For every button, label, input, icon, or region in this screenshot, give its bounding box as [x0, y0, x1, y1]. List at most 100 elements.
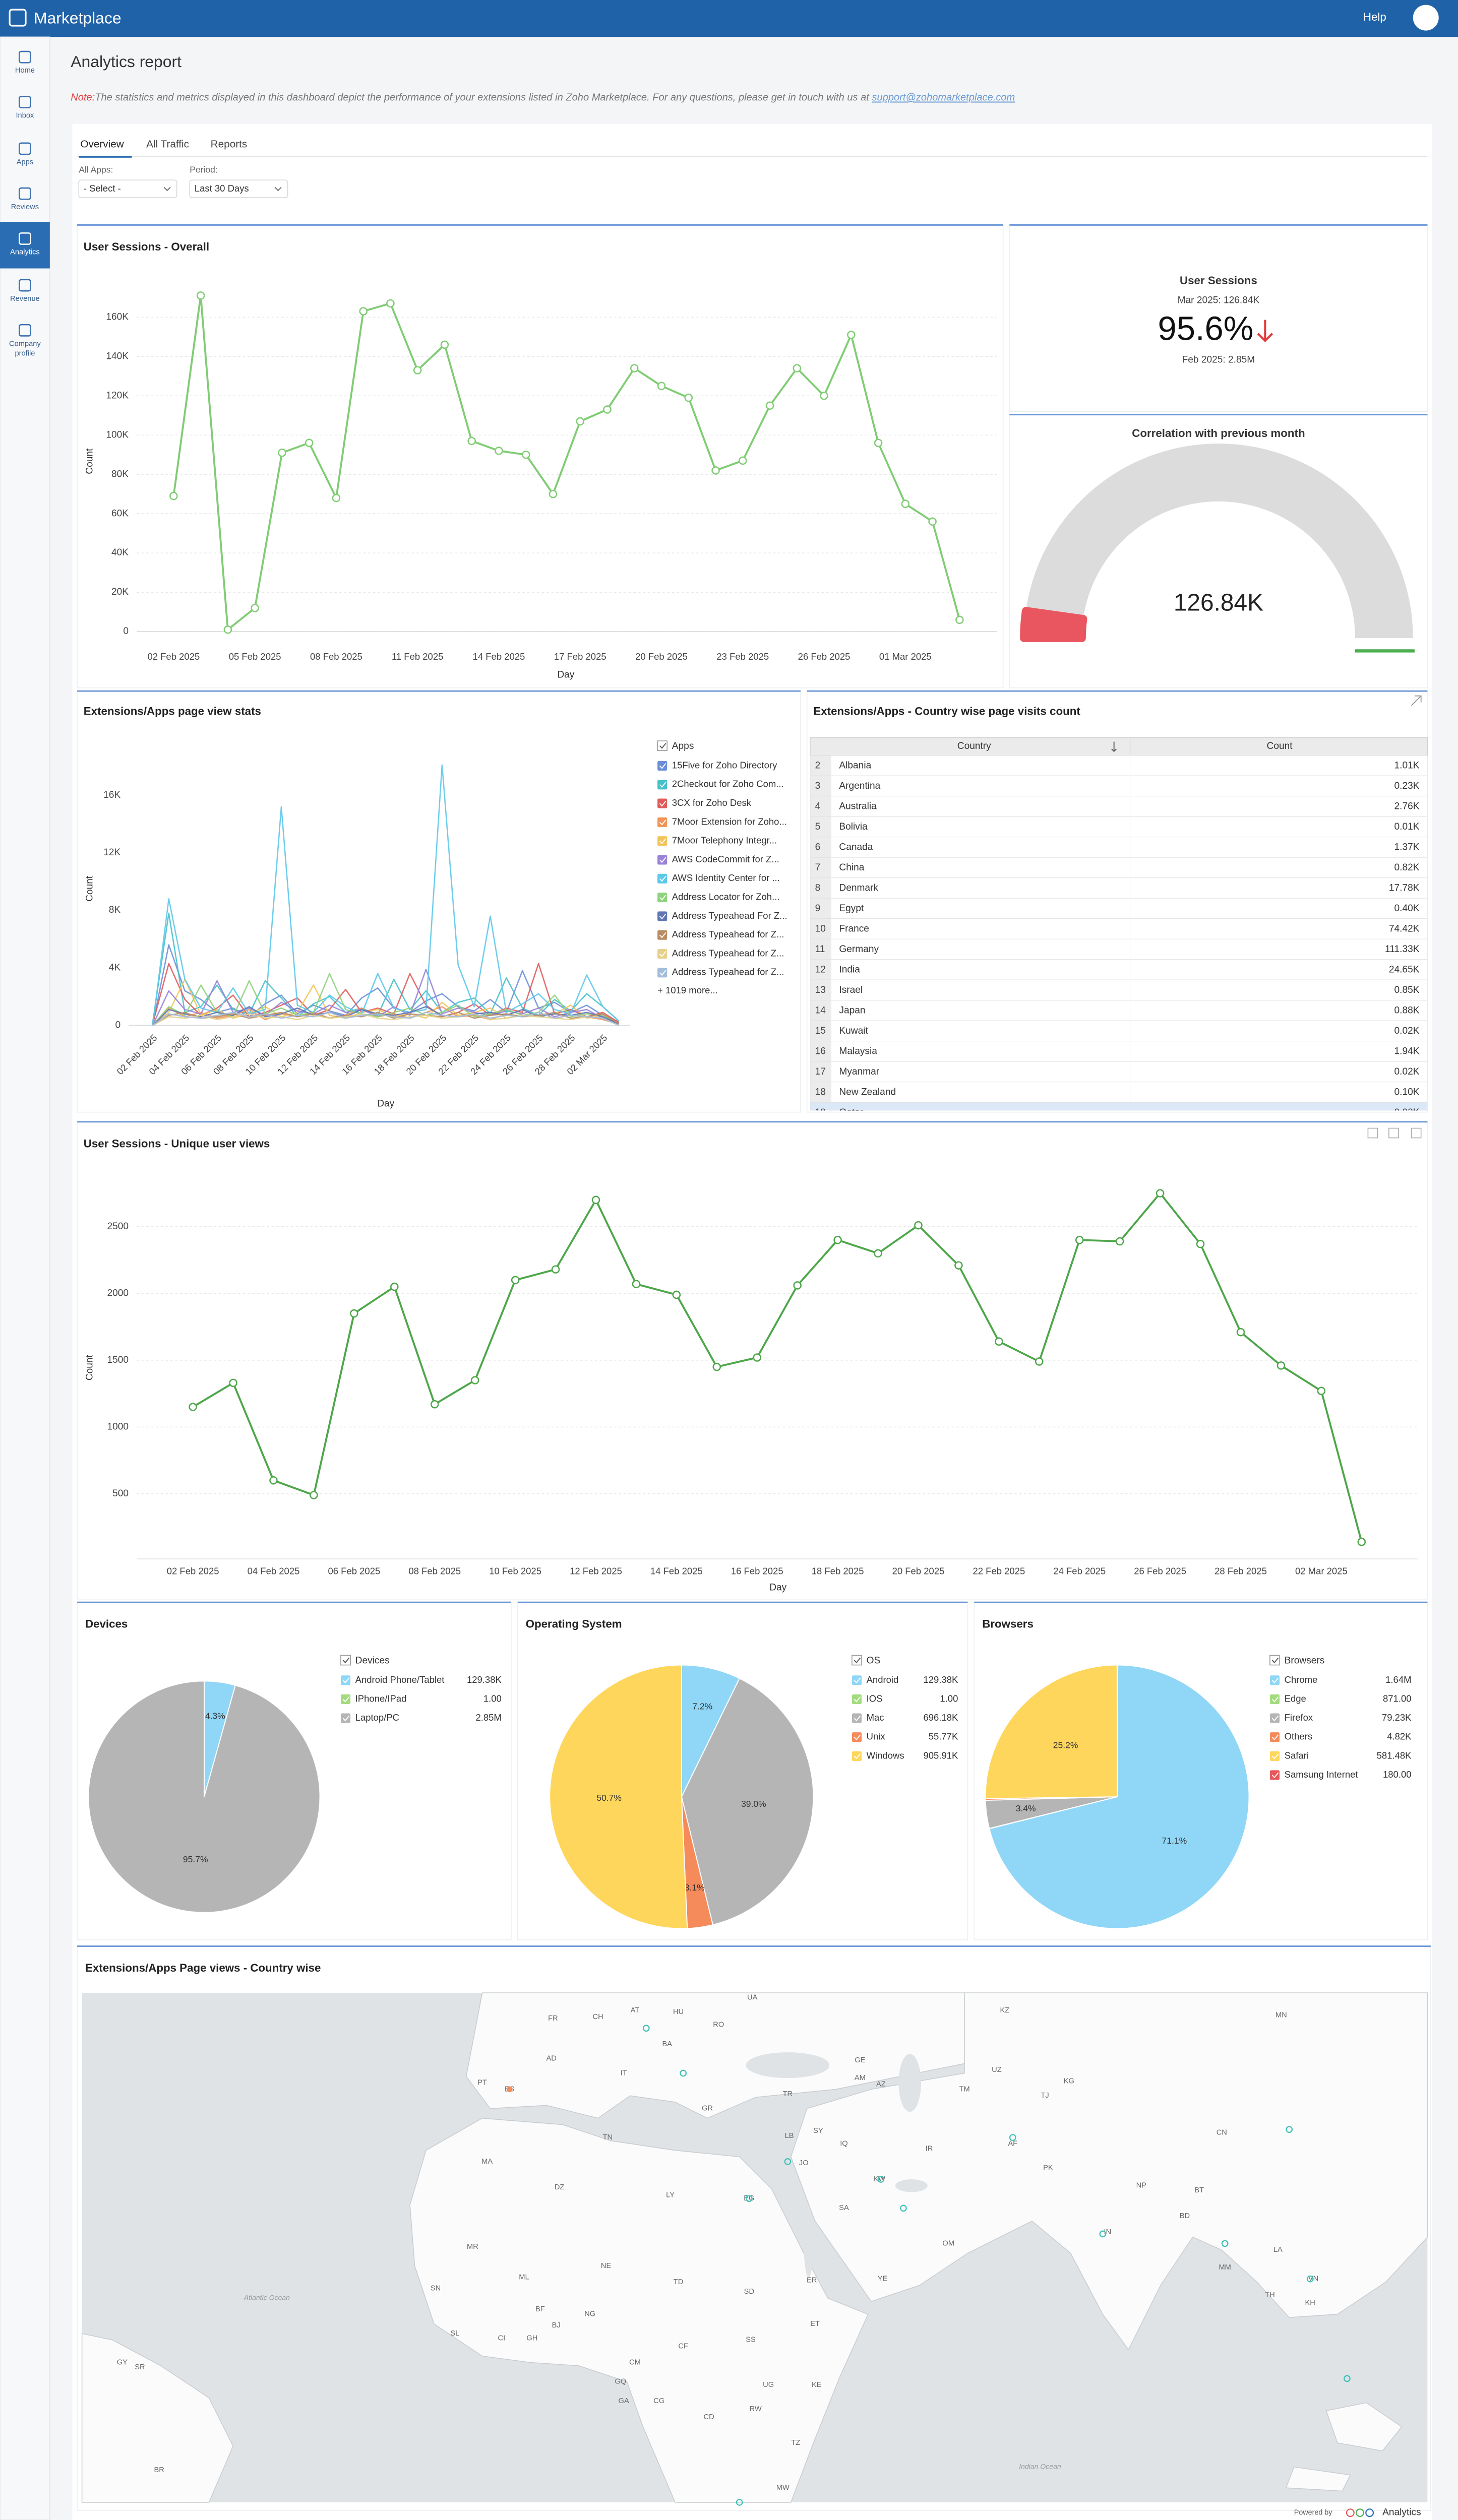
- map-marker[interactable]: [784, 2158, 792, 2165]
- legend-swatch[interactable]: [657, 855, 667, 865]
- nav-icon[interactable]: [18, 142, 31, 155]
- legend-label[interactable]: Safari: [1285, 1750, 1309, 1760]
- legend-label[interactable]: 15Five for Zoho Directory: [672, 760, 777, 770]
- legend-label[interactable]: IPhone/IPad: [355, 1693, 407, 1704]
- check: [659, 932, 666, 938]
- legend-label[interactable]: 7Moor Telephony Integr...: [672, 835, 777, 846]
- legend-swatch[interactable]: [1269, 1770, 1280, 1780]
- legend-label[interactable]: Android Phone/Tablet: [355, 1674, 445, 1685]
- column-header[interactable]: Country: [957, 741, 991, 751]
- legend-swatch[interactable]: [852, 1732, 862, 1742]
- map-marker[interactable]: [1286, 2126, 1293, 2133]
- legend-label[interactable]: Mac: [867, 1712, 884, 1723]
- map-marker[interactable]: [746, 2195, 753, 2202]
- legend-swatch[interactable]: [1269, 1713, 1280, 1723]
- nav-icon[interactable]: [18, 50, 31, 64]
- y-axis-title: Count: [85, 875, 95, 902]
- legend-swatch[interactable]: [340, 1694, 351, 1705]
- legend-swatch[interactable]: [1269, 1732, 1280, 1742]
- map-marker[interactable]: [877, 2176, 885, 2183]
- nav-label[interactable]: Revenue: [10, 295, 40, 303]
- nav-label[interactable]: Analytics: [10, 248, 40, 257]
- legend-swatch[interactable]: [1269, 1694, 1280, 1705]
- legend-label[interactable]: Others: [1285, 1731, 1312, 1742]
- map-marker[interactable]: [1099, 2230, 1107, 2238]
- nav-icon[interactable]: [18, 279, 31, 292]
- legend-swatch[interactable]: [657, 930, 667, 940]
- tab[interactable]: All Traffic: [146, 138, 189, 150]
- check: [659, 895, 666, 901]
- nav-icon[interactable]: [18, 96, 31, 108]
- map-marker[interactable]: [900, 2204, 907, 2212]
- y-tick-label: 20K: [111, 587, 129, 597]
- legend-label[interactable]: Windows: [867, 1750, 904, 1760]
- legend-swatch[interactable]: [657, 780, 667, 790]
- toolbar-icon[interactable]: [1367, 1127, 1378, 1139]
- legend-label[interactable]: Laptop/PC: [355, 1712, 399, 1723]
- legend-label[interactable]: Address Typeahead for Z...: [672, 929, 784, 939]
- legend-swatch[interactable]: [657, 798, 667, 808]
- legend-swatch[interactable]: [852, 1694, 862, 1705]
- map-marker[interactable]: [736, 2499, 743, 2506]
- legend-label[interactable]: 7Moor Extension for Zoho...: [672, 816, 787, 827]
- legend-swatch[interactable]: [657, 817, 667, 827]
- legend-label[interactable]: Address Typeahead for Z...: [672, 948, 784, 958]
- legend-label[interactable]: Address Locator for Zoh...: [672, 892, 780, 902]
- nav-icon[interactable]: [18, 232, 31, 245]
- legend-swatch[interactable]: [657, 911, 667, 921]
- column-header[interactable]: Count: [1267, 741, 1293, 751]
- legend-swatch[interactable]: [657, 893, 667, 903]
- legend-label[interactable]: Edge: [1285, 1693, 1306, 1704]
- legend-label[interactable]: 3CX for Zoho Desk: [672, 797, 752, 808]
- tab[interactable]: Reports: [211, 138, 248, 150]
- legend-label[interactable]: Firefox: [1285, 1712, 1313, 1723]
- nav-label[interactable]: Home: [15, 67, 35, 75]
- toolbar-icon[interactable]: [1388, 1127, 1399, 1139]
- legend-label[interactable]: AWS Identity Center for ...: [672, 872, 780, 883]
- legend-label[interactable]: IOS: [867, 1693, 883, 1704]
- map-marker[interactable]: [1009, 2134, 1016, 2141]
- map-marker[interactable]: [680, 2069, 687, 2077]
- tab[interactable]: Overview: [80, 138, 124, 150]
- nav-label[interactable]: Apps: [17, 158, 33, 166]
- legend-label[interactable]: 2Checkout for Zoho Com...: [672, 779, 784, 789]
- legend-label[interactable]: Address Typeahead for Z...: [672, 967, 784, 977]
- legend-swatch[interactable]: [340, 1713, 351, 1723]
- legend-swatch[interactable]: [657, 761, 667, 771]
- map-marker[interactable]: [642, 2025, 650, 2032]
- nav-label[interactable]: Inbox: [16, 111, 34, 119]
- legend-swatch[interactable]: [852, 1713, 862, 1723]
- legend-swatch[interactable]: [657, 949, 667, 959]
- legend-swatch[interactable]: [340, 1675, 351, 1685]
- legend-label[interactable]: Unix: [867, 1731, 886, 1742]
- nav-label[interactable]: profile: [15, 349, 35, 357]
- filter-select[interactable]: [78, 179, 177, 199]
- legend-label[interactable]: Samsung Internet: [1285, 1769, 1358, 1780]
- nav-icon[interactable]: [18, 324, 31, 337]
- nav-label[interactable]: Company: [9, 340, 41, 348]
- avatar[interactable]: [1413, 5, 1439, 31]
- map-marker[interactable]: [507, 2086, 513, 2093]
- map-marker[interactable]: [1221, 2240, 1229, 2247]
- legend-swatch[interactable]: [657, 968, 667, 978]
- legend-more[interactable]: + 1019 more...: [657, 985, 718, 995]
- legend-label[interactable]: Android: [867, 1674, 899, 1685]
- map-marker[interactable]: [1344, 2375, 1351, 2382]
- legend-label[interactable]: AWS CodeCommit for Z...: [672, 854, 779, 864]
- expand-icon[interactable]: [1411, 695, 1422, 706]
- legend-label[interactable]: Chrome: [1285, 1674, 1318, 1685]
- legend-swatch[interactable]: [1269, 1751, 1280, 1761]
- legend-swatch[interactable]: [657, 836, 667, 846]
- filter-select[interactable]: [189, 179, 288, 199]
- legend-swatch[interactable]: [657, 873, 667, 884]
- legend-swatch[interactable]: [852, 1675, 862, 1685]
- nav-label[interactable]: Reviews: [11, 203, 39, 211]
- email-link[interactable]: support@zohomarketplace.com: [872, 92, 1015, 103]
- nav-icon[interactable]: [18, 187, 31, 200]
- toolbar-icon[interactable]: [1411, 1127, 1422, 1139]
- help-link[interactable]: Help: [1363, 11, 1386, 23]
- legend-label[interactable]: Address Typeahead For Z...: [672, 910, 787, 921]
- legend-swatch[interactable]: [1269, 1675, 1280, 1685]
- legend-swatch[interactable]: [852, 1751, 862, 1761]
- map-marker[interactable]: [1306, 2275, 1314, 2283]
